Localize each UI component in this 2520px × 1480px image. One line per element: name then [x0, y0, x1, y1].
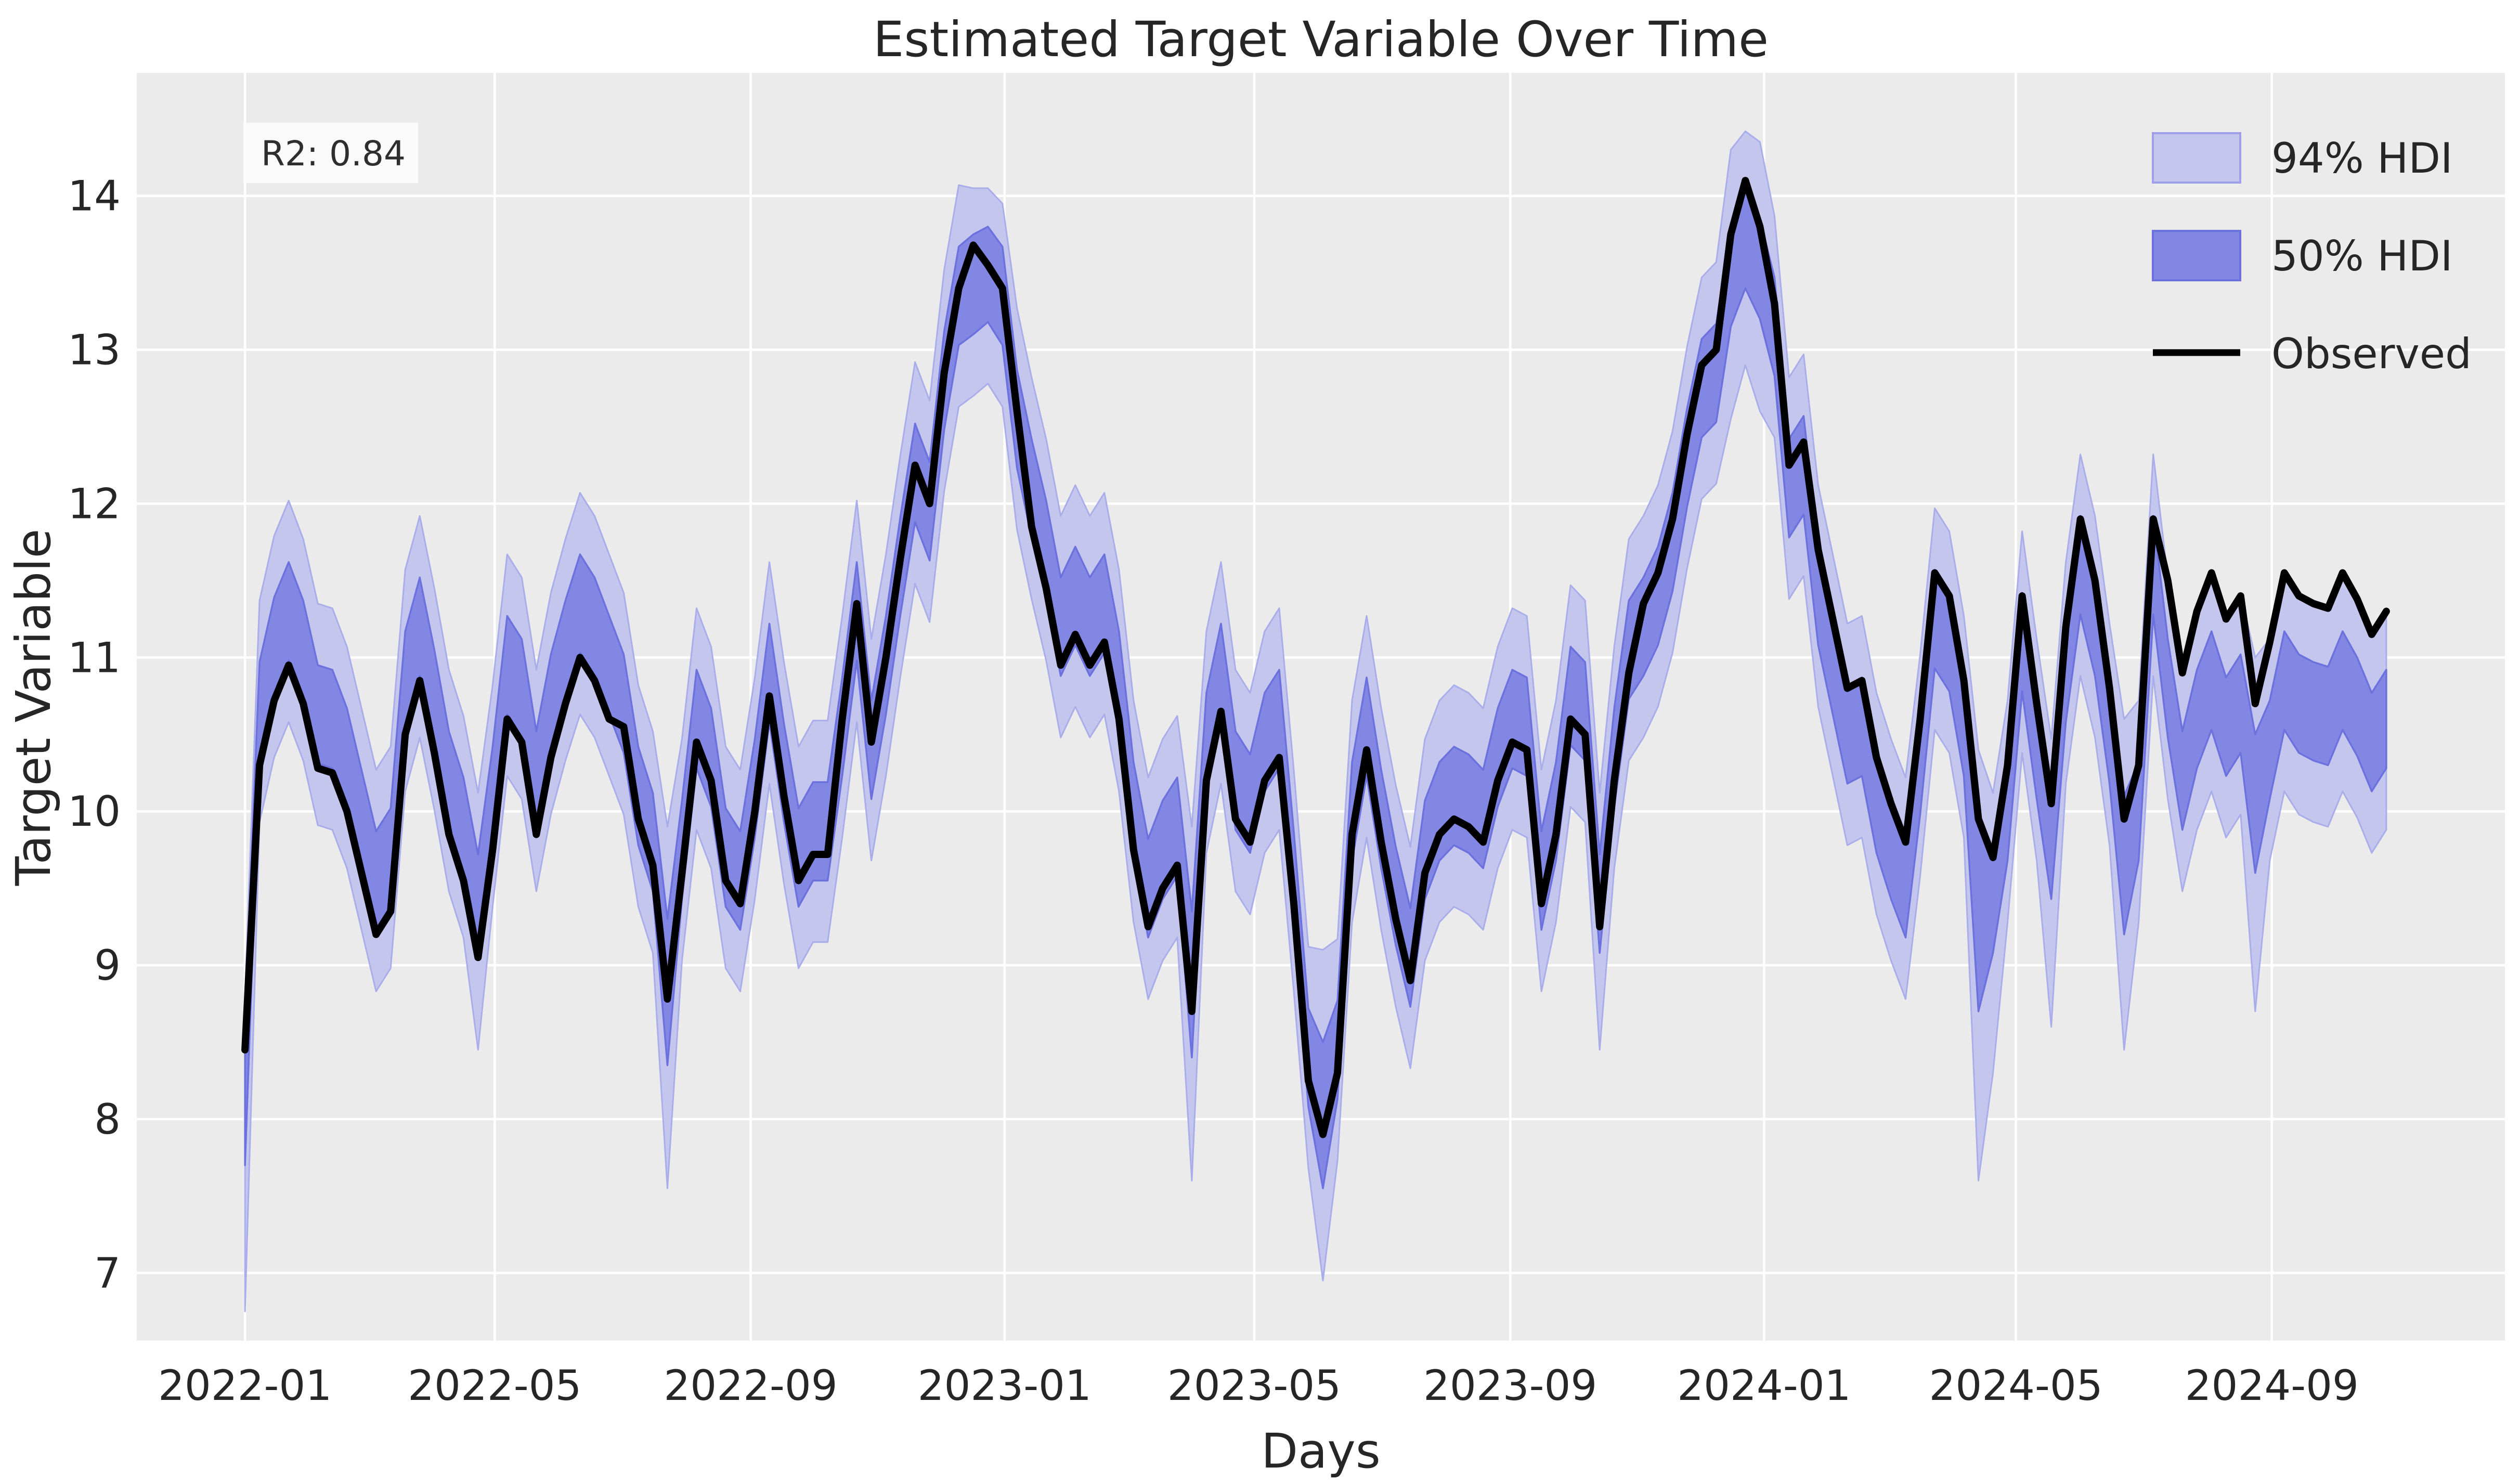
hdi50-band: [244, 179, 2387, 1189]
legend-label-hdi94: 94% HDI: [2271, 134, 2453, 183]
y-tick-label: 9: [94, 941, 121, 990]
y-tick-label: 12: [68, 479, 121, 528]
hdi94-swatch-icon: [2152, 132, 2241, 184]
tick-label-layer: 7 8 9 10 11 12 13 14 2022-01 2022-05 2022-09 2023-0…: [68, 172, 2359, 1410]
legend-item-hdi50: 50% HDI: [2152, 230, 2453, 281]
y-tick-label: 10: [68, 787, 121, 836]
x-tick-label: 2024-01: [1677, 1361, 1851, 1410]
legend-item-hdi94: 94% HDI: [2152, 132, 2453, 184]
legend-label-observed: Observed: [2271, 330, 2472, 378]
chart-title: Estimated Target Variable Over Time: [873, 11, 1769, 68]
legend: 94% HDI 50% HDI Observed: [2152, 132, 2472, 378]
x-axis-label: Days: [1261, 1423, 1381, 1479]
x-tick-label: 2022-01: [158, 1361, 332, 1410]
r2-annotation-text: R2: 0.84: [261, 134, 406, 174]
observed-line-layer: [241, 177, 2390, 1138]
y-axis-label: Target Variable: [6, 529, 61, 886]
observed-line: [241, 177, 2390, 1138]
x-tick-label: 2023-01: [918, 1361, 1092, 1410]
r2-annotation-box: [243, 123, 418, 183]
x-tick-label: 2024-05: [1929, 1361, 2102, 1410]
legend-item-observed: Observed: [2153, 330, 2472, 378]
y-tick-label: 13: [68, 326, 121, 374]
hdi50-band-layer: [244, 179, 2387, 1189]
y-tick-label: 14: [68, 172, 121, 220]
hdi50-swatch-icon: [2152, 230, 2241, 281]
x-tick-label: 2023-05: [1167, 1361, 1341, 1410]
y-tick-label: 8: [94, 1095, 121, 1144]
y-tick-label: 7: [94, 1249, 121, 1297]
x-tick-label: 2022-09: [664, 1361, 837, 1410]
x-tick-label: 2024-09: [2185, 1361, 2359, 1410]
x-tick-label: 2023-09: [1423, 1361, 1597, 1410]
legend-label-hdi50: 50% HDI: [2271, 232, 2453, 280]
y-tick-label: 11: [68, 633, 121, 682]
r2-annotation: R2: 0.84: [243, 123, 418, 183]
x-tick-label: 2022-05: [408, 1361, 581, 1410]
